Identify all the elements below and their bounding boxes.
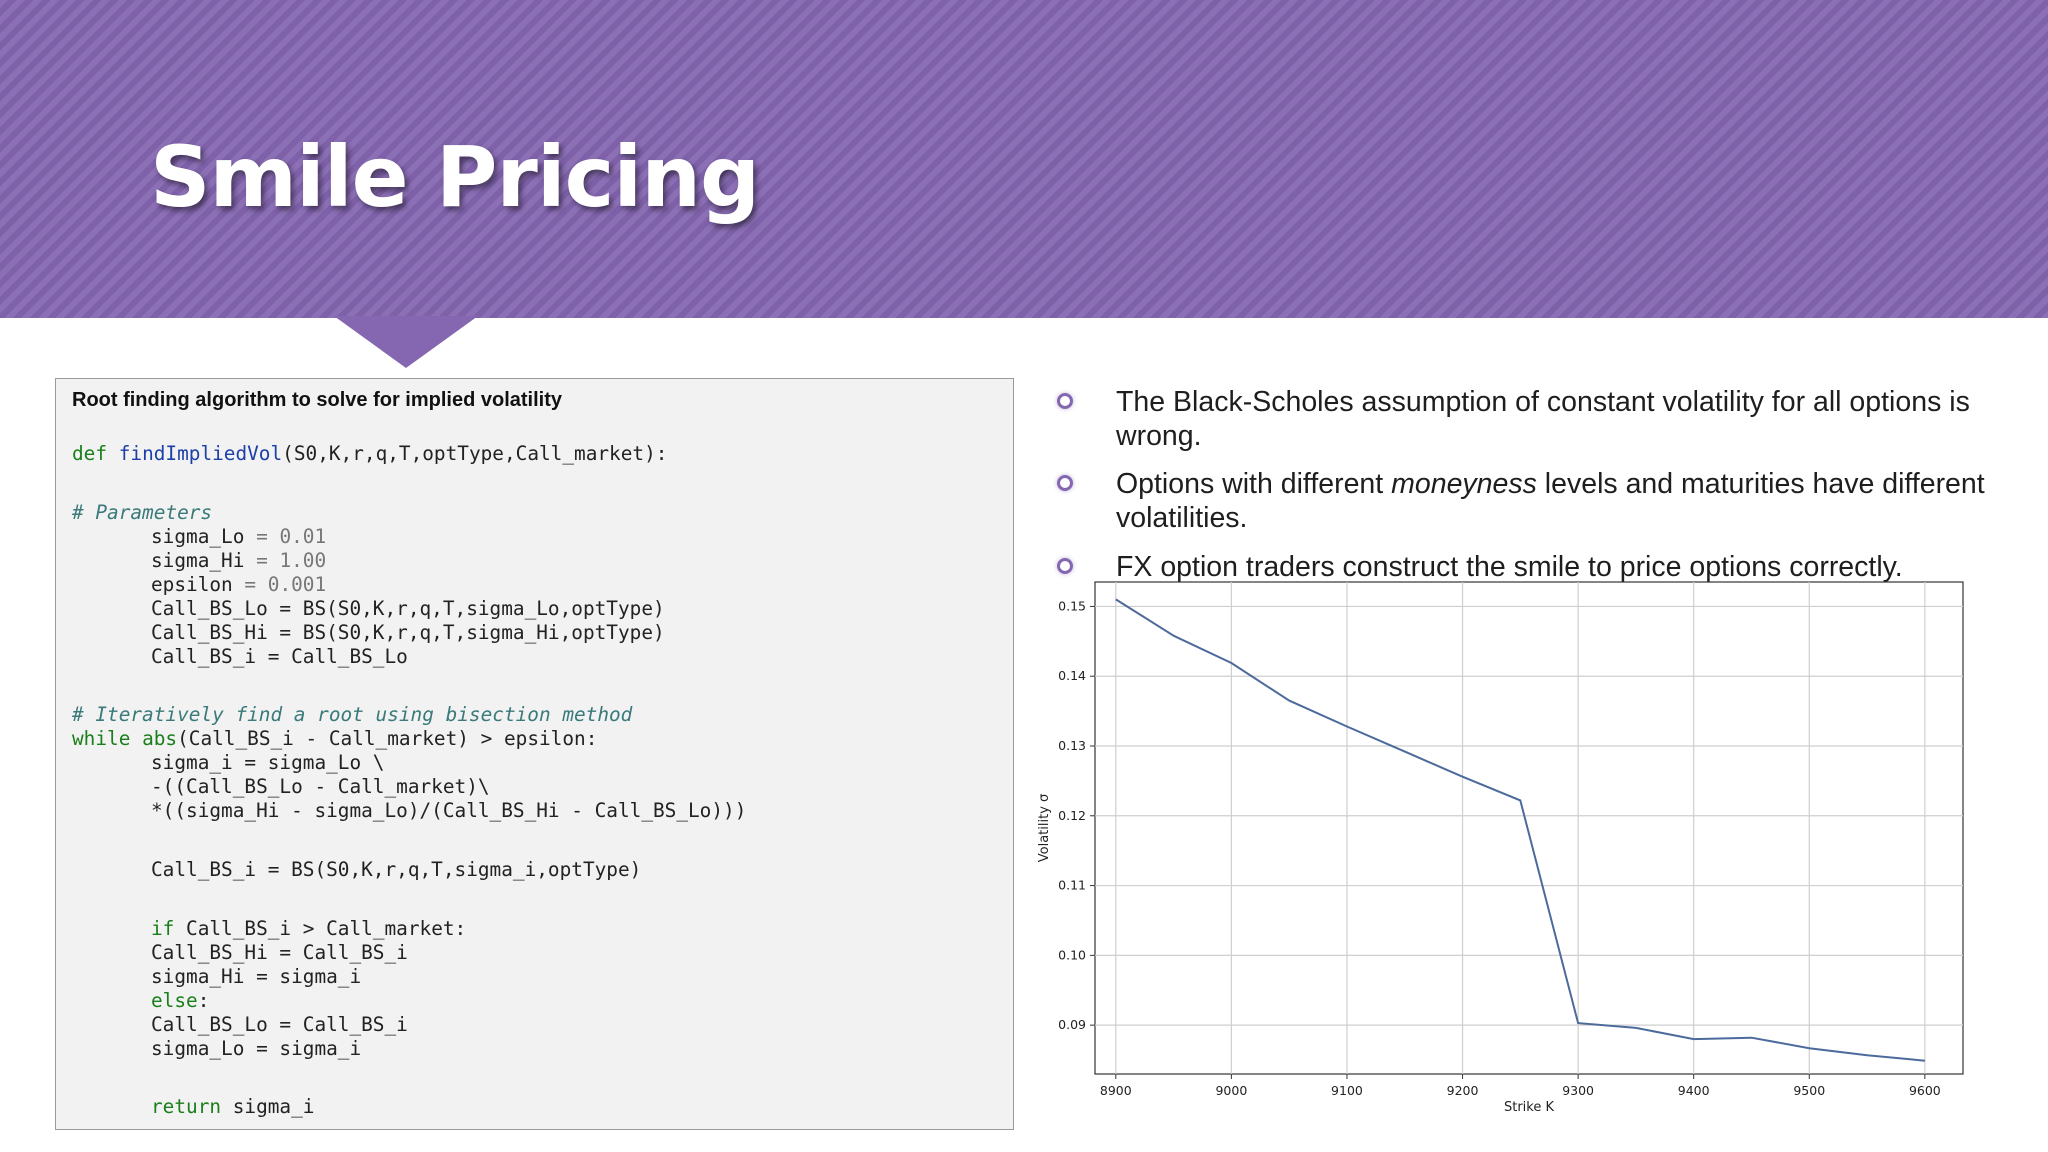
x-tick-label: 9400 (1678, 1083, 1710, 1098)
x-tick-label: 9000 (1215, 1083, 1247, 1098)
y-tick-label: 0.15 (1058, 598, 1086, 613)
code-comment-iterate: # Iteratively find a root using bisectio… (72, 703, 633, 726)
code-line-while: while abs(Call_BS_i - Call_market) > eps… (72, 727, 598, 750)
banner-notch (334, 316, 478, 368)
y-tick-label: 0.13 (1058, 738, 1086, 753)
code-line-else: else: (151, 989, 210, 1012)
y-axis-label: Volatility σ (1037, 794, 1052, 863)
bullet-circle-icon (1057, 393, 1073, 409)
x-axis-label: Strike K (1504, 1100, 1555, 1115)
code-line-sigma-hi: sigma_Hi = 1.00 (151, 549, 327, 572)
x-tick-label: 9500 (1793, 1083, 1825, 1098)
bullet-text: FX option traders construct the smile to… (1116, 551, 1903, 583)
volatility-smile-chart: 8900 9000 9100 9200 9300 9400 9500 9600 0.09 0.10… (1037, 581, 1964, 1115)
y-tick-label: 0.09 (1058, 1017, 1086, 1032)
x-tick-label: 9300 (1562, 1083, 1594, 1098)
series-line (1115, 598, 1925, 1062)
code-line-sigma-lo: sigma_Lo = 0.01 (151, 525, 327, 548)
function-name: findImpliedVol (118, 442, 283, 465)
code-comment-parameters: # Parameters (72, 501, 213, 524)
x-tick-label: 9100 (1331, 1083, 1363, 1098)
code-line-epsilon: epsilon = 0.001 (151, 573, 327, 596)
x-tick-label: 9200 (1447, 1083, 1479, 1098)
code-line-call-hi: Call_BS_Hi = BS(S0,K,r,q,T,sigma_Hi,optT… (151, 621, 665, 644)
title-banner (0, 0, 2048, 318)
code-line-sigma-lo-assign: sigma_Lo = sigma_i (151, 1037, 362, 1060)
code-line-return: return sigma_i (151, 1095, 315, 1118)
code-heading: Root finding algorithm to solve for impl… (72, 389, 563, 411)
bullet-circle-icon (1057, 475, 1073, 491)
code-line-lo-assign: Call_BS_Lo = Call_BS_i (151, 1013, 408, 1036)
bullet-text: Options with different moneyness levels … (1116, 468, 1985, 534)
y-tick-label: 0.12 (1058, 808, 1086, 823)
y-tick-label: 0.14 (1058, 668, 1086, 683)
slide-title: Smile Pricing (150, 128, 760, 226)
code-line-call-lo: Call_BS_Lo = BS(S0,K,r,q,T,sigma_Lo,optT… (151, 597, 665, 620)
code-line-sigma-i: sigma_i = sigma_Lo \ (151, 751, 385, 774)
code-panel: Root finding algorithm to solve for impl… (55, 378, 1014, 1130)
code-line-call-bs-i: Call_BS_i = BS(S0,K,r,q,T,sigma_i,optTyp… (151, 858, 642, 881)
x-tick-label: 9600 (1909, 1083, 1941, 1098)
code-line-minus: -((Call_BS_Lo - Call_market)\ (151, 775, 490, 798)
bullet-text: The Black-Scholes assumption of constant… (1116, 386, 1970, 452)
bullet-circle-icon (1057, 558, 1073, 574)
def-keyword: def (72, 442, 108, 465)
y-tick-label: 0.11 (1058, 878, 1086, 893)
code-line-times: *((sigma_Hi - sigma_Lo)/(Call_BS_Hi - Ca… (151, 799, 747, 822)
code-line-sigma-hi-assign: sigma_Hi = sigma_i (151, 965, 362, 988)
code-line-if: if Call_BS_i > Call_market: (151, 917, 467, 940)
code-line-call-i: Call_BS_i = Call_BS_Lo (151, 645, 408, 668)
x-tick-label: 8900 (1100, 1083, 1132, 1098)
code-line-def: def findImpliedVol(S0,K,r,q,T,optType,Ca… (72, 442, 667, 465)
plot-area (1094, 581, 1964, 1075)
y-tick-label: 0.10 (1058, 947, 1086, 962)
function-args: (S0,K,r,q,T,optType,Call_market): (282, 442, 668, 465)
code-line-hi-assign: Call_BS_Hi = Call_BS_i (151, 941, 408, 964)
